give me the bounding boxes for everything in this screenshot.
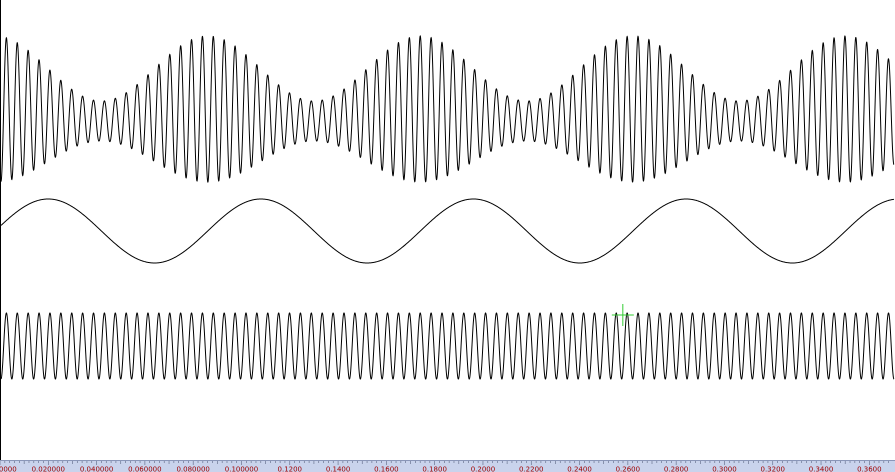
carrier-waveform-trace (1, 312, 895, 380)
ruler-tick-label: 0.020000 (32, 466, 65, 472)
ruler-tick-label: 0.2600 (616, 466, 641, 472)
ruler-tick-label: 0.2000 (471, 466, 496, 472)
ruler-tick-label: 0.2400 (567, 466, 592, 472)
ruler-tick-label: 0.1600 (374, 466, 399, 472)
waveform-plot-area[interactable] (0, 0, 895, 460)
modulator-waveform-trace (1, 198, 895, 264)
modulated-waveform-trace (1, 35, 895, 184)
ruler-tick-label: 0.060000 (128, 466, 161, 472)
ruler-tick-label: 0.1800 (422, 466, 447, 472)
waveform-canvas[interactable] (1, 0, 895, 460)
ruler-tick-label: 0.1200 (278, 466, 303, 472)
ruler-tick-label: 0.040000 (80, 466, 113, 472)
ruler-tick-label: 0.100000 (225, 466, 258, 472)
ruler-tick-label: 0.3200 (760, 466, 785, 472)
ruler-tick-label: 0.3600 (857, 466, 882, 472)
ruler-tick-label: 0.3000 (712, 466, 737, 472)
crosshair-cursor-icon (611, 304, 634, 326)
ruler-tick-label: 0.080000 (176, 466, 209, 472)
ruler-tick-label: 0.2200 (519, 466, 544, 472)
ruler-tick-label: 0.2800 (664, 466, 689, 472)
ruler-tick-label: 0.1400 (326, 466, 351, 472)
ruler-tick-label: 0.3400 (809, 466, 834, 472)
